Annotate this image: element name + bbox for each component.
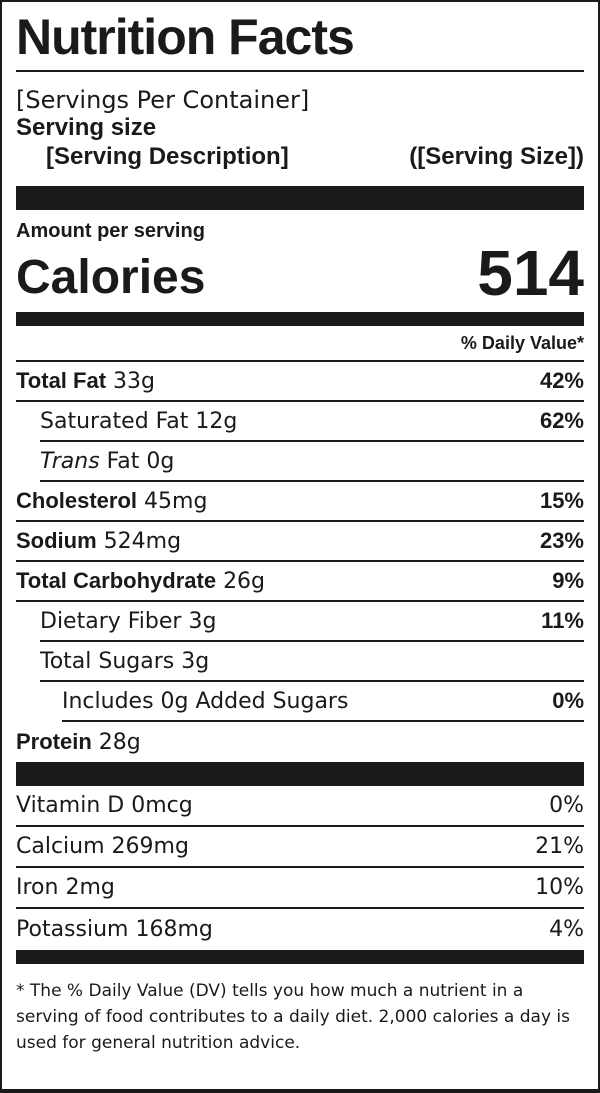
vitamin-dv: 21% xyxy=(535,834,584,859)
vitamin-amount: 0mcg xyxy=(131,793,193,818)
serving-size-value: ([Serving Size]) xyxy=(409,143,584,170)
nutrient-name: Total Fat xyxy=(16,368,107,393)
nutrient-dv: 42% xyxy=(539,368,584,393)
nutrient-amount: 0g xyxy=(146,448,175,474)
vitamin-row-iron: Iron 2mg 10% xyxy=(16,868,584,909)
title-rule xyxy=(16,70,584,72)
nutrient-dv: 62% xyxy=(539,408,584,433)
nutrient-name: Fat xyxy=(106,448,140,474)
nutrient-name: Total Sugars xyxy=(40,648,175,674)
daily-value-header: % Daily Value* xyxy=(16,326,584,362)
thick-divider-top xyxy=(16,186,584,210)
nutrient-row-added-sugars: Includes 0g Added Sugars 0% xyxy=(62,682,584,722)
nutrient-amount: 28g xyxy=(98,730,141,755)
nutrient-row-saturated-fat: Saturated Fat 12g 62% xyxy=(40,402,584,442)
vitamin-name: Potassium xyxy=(16,917,129,942)
nutrient-name: Total Carbohydrate xyxy=(16,568,217,593)
calories-row: Calories 514 xyxy=(16,237,584,309)
vitamins-section: Vitamin D 0mcg 0% Calcium 269mg 21% Iron… xyxy=(16,786,584,950)
serving-description: [Serving Description] xyxy=(46,143,289,170)
nutrient-row-dietary-fiber: Dietary Fiber 3g 11% xyxy=(40,602,584,642)
nutrient-name: Includes 0g Added Sugars xyxy=(62,688,349,714)
serving-size-row: [Serving Description] ([Serving Size]) xyxy=(16,142,584,172)
nutrient-dv: 15% xyxy=(539,488,584,513)
label-title: Nutrition Facts xyxy=(16,9,355,65)
calories-label: Calories xyxy=(16,251,206,304)
vitamin-amount: 168mg xyxy=(135,917,213,942)
nutrient-name-italic: Trans xyxy=(40,448,100,474)
nutrient-amount: 45mg xyxy=(144,489,208,514)
calories-value: 514 xyxy=(477,237,584,309)
nutrient-row-cholesterol: Cholesterol 45mg 15% xyxy=(16,482,584,522)
nutrient-dv: 9% xyxy=(552,568,584,593)
nutrient-amount: 524mg xyxy=(103,529,182,554)
nutrient-row-sodium: Sodium 524mg 23% xyxy=(16,522,584,562)
vitamin-name: Calcium xyxy=(16,834,105,859)
nutrient-row-total-carbohydrate: Total Carbohydrate 26g 9% xyxy=(16,562,584,602)
amount-per-serving: Amount per serving xyxy=(16,220,205,242)
vitamin-dv: 10% xyxy=(535,875,584,900)
vitamin-dv: 4% xyxy=(549,917,584,942)
nutrient-amount: 33g xyxy=(113,369,155,394)
nutrient-amount: 26g xyxy=(223,569,266,594)
vitamin-row-potassium: Potassium 168mg 4% xyxy=(16,909,584,950)
nutrient-name: Sodium xyxy=(16,528,97,553)
nutrient-row-total-sugars: Total Sugars 3g xyxy=(40,642,584,682)
vitamin-dv: 0% xyxy=(549,793,584,818)
vitamin-amount: 2mg xyxy=(65,875,115,900)
nutrient-row-trans-fat: Trans Fat 0g xyxy=(40,442,584,482)
vitamin-name: Iron xyxy=(16,875,59,900)
nutrient-row-protein: Protein 28g xyxy=(16,722,584,762)
nutrient-amount: 3g xyxy=(181,648,210,674)
vitamin-name: Vitamin D xyxy=(16,793,125,818)
serving-size-label: Serving size xyxy=(16,114,157,141)
nutrient-amount: 12g xyxy=(195,408,238,434)
nutrient-name: Saturated Fat xyxy=(40,408,189,434)
daily-value-footnote: * The % Daily Value (DV) tells you how m… xyxy=(16,981,571,1053)
nutrient-name: Dietary Fiber xyxy=(40,608,182,634)
servings-per-container: [Servings Per Container] xyxy=(16,86,310,114)
vitamin-row-calcium: Calcium 269mg 21% xyxy=(16,827,584,868)
thick-divider-footnote xyxy=(16,950,584,964)
nutrient-row-total-fat: Total Fat 33g 42% xyxy=(16,362,584,402)
nutrient-name: Cholesterol xyxy=(16,488,138,513)
thick-divider-calories xyxy=(16,312,584,326)
vitamin-amount: 269mg xyxy=(111,834,189,859)
nutrient-amount: 3g xyxy=(188,608,217,634)
vitamin-row-vitamin-d: Vitamin D 0mcg 0% xyxy=(16,786,584,827)
nutrient-dv: 11% xyxy=(541,608,584,633)
nutrient-dv: 0% xyxy=(552,688,584,713)
nutrient-name: Protein xyxy=(16,729,92,754)
nutrient-dv: 23% xyxy=(539,528,584,553)
thick-divider-vitamins xyxy=(16,762,584,786)
